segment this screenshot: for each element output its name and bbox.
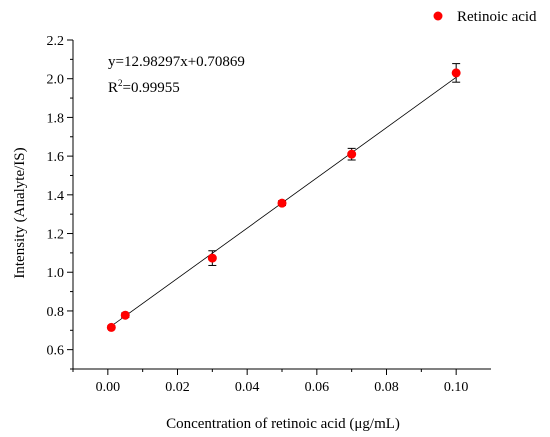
error-bars	[107, 63, 461, 330]
y-axis-label: Intensity (Analyte/IS)	[12, 147, 28, 278]
data-points	[106, 68, 461, 332]
y-ticks: 0.6 0.8 1.0 1.2 1.4 1.6 1.8 2.0 2.2	[47, 34, 73, 370]
x-tick-label: 0.00	[96, 380, 121, 395]
y-tick-label: 2.2	[47, 34, 65, 49]
x-ticks: 0.00 0.02 0.04 0.06 0.08 0.10	[72, 369, 469, 395]
y-tick-label: 1.2	[47, 228, 65, 243]
y-tick-label: 0.6	[47, 344, 65, 359]
x-axis-label: Concentration of retinoic acid (μg/mL)	[166, 416, 400, 432]
r-squared: R2=0.99955	[108, 78, 180, 96]
y-tick-label: 1.6	[47, 150, 65, 165]
legend: Retinoic acid	[433, 9, 537, 25]
data-point	[120, 310, 130, 320]
y-tick-label: 2.0	[47, 73, 65, 88]
data-point	[207, 253, 217, 263]
data-point	[451, 68, 461, 78]
x-tick-label: 0.08	[374, 380, 399, 395]
y-tick-label: 1.0	[47, 266, 65, 281]
x-tick-label: 0.02	[165, 380, 190, 395]
x-tick-label: 0.04	[235, 380, 260, 395]
data-point	[106, 322, 116, 332]
x-tick-label: 0.06	[305, 380, 330, 395]
y-tick-label: 1.4	[47, 189, 65, 204]
legend-label: Retinoic acid	[457, 9, 537, 25]
legend-marker	[433, 11, 443, 21]
x-tick-label: 0.10	[444, 380, 469, 395]
data-point	[277, 198, 287, 208]
data-point	[347, 149, 357, 159]
y-tick-label: 1.8	[47, 111, 65, 126]
y-tick-label: 0.8	[47, 305, 65, 320]
fit-equation: y=12.98297x+0.70869	[108, 54, 245, 70]
